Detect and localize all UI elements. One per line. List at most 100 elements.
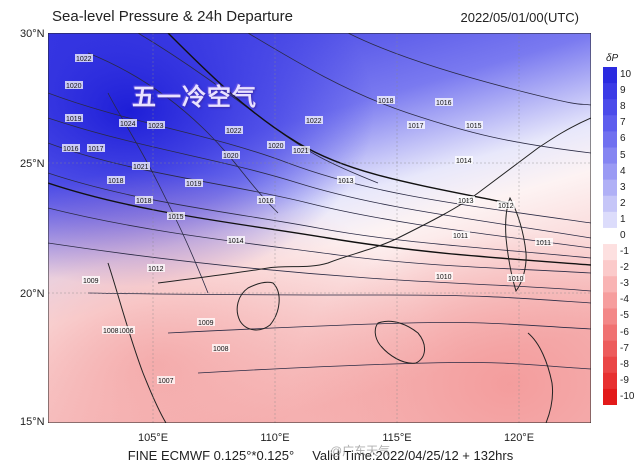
colorbar-swatch [603, 179, 617, 197]
pressure-map: 1022 1020 1019 1017 1024 1023 1022 1022 1021 1020… [48, 33, 591, 423]
valid-time: Valid Time:2022/04/25/12 + 132hrs [312, 448, 514, 463]
colorbar-label: 8 [620, 101, 626, 113]
colorbar-swatch [603, 324, 617, 342]
isobar-label-bg [435, 272, 453, 280]
isobar-label: 1023 [148, 123, 164, 130]
isobar-label-bg [135, 196, 153, 204]
isobar-labels: 1022 1020 1019 1017 1024 1023 1022 1022 1021 1020… [62, 54, 553, 385]
footer: FINE ECMWF 0.125°*0.125° Valid Time:2022/… [0, 448, 641, 463]
colorbar-label: -7 [620, 342, 629, 354]
isobar-label-bg [507, 274, 525, 282]
colorbar-swatch [603, 260, 617, 277]
colorbar-swatch [603, 131, 617, 148]
isobar-label: 1018 [378, 98, 394, 105]
isobar-label: 1008 [213, 346, 229, 353]
isobar-label-bg [102, 326, 120, 334]
isobar-label-bg [147, 121, 165, 129]
colorbar-title: δP [606, 53, 619, 64]
isobar-label-bg [292, 146, 310, 154]
isobar-label-bg [497, 201, 515, 209]
isobar-label-bg [455, 156, 473, 164]
isobar-label: 1015 [466, 123, 482, 130]
colorbar-swatch [603, 244, 617, 261]
valid-datetime: 2022/05/01/00(UTC) [460, 10, 579, 25]
colorbar-swatch [603, 292, 617, 309]
isobar-label-bg [457, 196, 475, 204]
colorbar-swatch [603, 195, 617, 213]
isobar-label-bg [197, 318, 215, 326]
isobar-label-bg [267, 141, 285, 149]
colorbar-label: 2 [620, 197, 626, 209]
isobar-label-bg [305, 116, 323, 124]
colorbar-swatch [603, 67, 617, 84]
isobar-label: 1019 [66, 116, 82, 123]
colorbar-swatch [603, 83, 617, 100]
colorbar-label: -5 [620, 310, 629, 322]
lat-label-20: 20°N [20, 288, 45, 300]
colorbar-label: -2 [620, 262, 629, 274]
isobar-label: 1013 [338, 178, 354, 185]
isobar-label: 1017 [88, 146, 104, 153]
isobar-label: 1022 [76, 56, 92, 63]
isobar-label: 1014 [228, 238, 244, 245]
grid [48, 33, 591, 423]
isobar-label-bg [257, 196, 275, 204]
isobar-label: 1010 [508, 276, 524, 283]
isobar-label: 1010 [436, 274, 452, 281]
colorbar-label: 0 [620, 230, 626, 241]
isobar-label: 1006 [118, 328, 134, 335]
colorbar-label: 4 [620, 165, 626, 177]
lon-label-105: 105°E [137, 432, 169, 444]
isobar-label: 1017 [408, 123, 424, 130]
isobar-label-bg [117, 326, 135, 334]
isobar-label-bg [107, 176, 125, 184]
bold-isobars [48, 33, 591, 266]
isobar-label-bg [132, 162, 150, 170]
isobar-label-bg [225, 126, 243, 134]
isobar-label: 1022 [226, 128, 242, 135]
isobar-label-bg [65, 81, 83, 89]
colorbar-swatch [603, 211, 617, 229]
isobar-label: 1020 [268, 143, 284, 150]
colorbar-swatch [603, 99, 617, 116]
isobar-label: 1018 [108, 178, 124, 185]
lat-label-25: 25°N [20, 158, 45, 170]
isobar-label-bg [465, 121, 483, 129]
colorbar-swatch [603, 115, 617, 132]
isobar-label-bg [227, 236, 245, 244]
isobar-label-bg [82, 276, 100, 284]
isobar-label-bg [185, 179, 203, 187]
colorbar-label: -4 [620, 294, 629, 306]
isobar-label: 1012 [498, 203, 514, 210]
lat-label-30: 30°N [20, 28, 45, 40]
isobar-label-bg [62, 144, 80, 152]
isobar-label-bg [119, 119, 137, 127]
isobar-label: 1013 [458, 198, 474, 205]
isobar-label-bg [435, 98, 453, 106]
colorbar-swatch [603, 372, 617, 390]
colorbar-label: 7 [620, 117, 626, 129]
isobar-label: 1014 [456, 158, 472, 165]
isobar-label-bg [167, 212, 185, 220]
isobar-label-bg [212, 344, 230, 352]
isobar-label-bg [452, 231, 470, 239]
isobar-label-bg [535, 238, 553, 246]
colorbar-label: -8 [620, 358, 629, 370]
colorbar-swatch [603, 227, 617, 245]
isobar-label: 1021 [133, 164, 149, 171]
colorbar-label: -9 [620, 374, 629, 386]
isobar-label-bg [87, 144, 105, 152]
colorbar-label: 3 [620, 181, 626, 193]
lon-label-115: 115°E [382, 432, 412, 444]
isobar-label: 1021 [293, 148, 309, 155]
isobar-label: 1024 [120, 121, 136, 128]
colorbar-label: 10 [620, 69, 632, 81]
colorbar-label: 9 [620, 85, 626, 97]
colorbar-label: -10 [620, 390, 635, 402]
isobar-label: 1008 [103, 328, 119, 335]
isobar-label: 1018 [136, 198, 152, 205]
isobar-label: 1009 [198, 320, 214, 327]
isobar-label-bg [407, 121, 425, 129]
isobar-label-bg [147, 264, 165, 272]
cold-air-annotation: 五一冷空气 [132, 83, 257, 111]
